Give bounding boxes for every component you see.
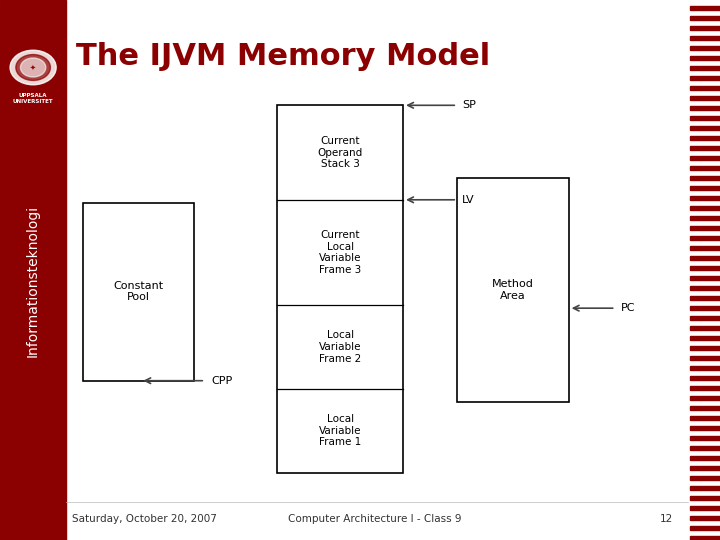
Text: CPP: CPP xyxy=(211,376,233,386)
Circle shape xyxy=(16,55,50,80)
Bar xyxy=(690,116,720,120)
Bar xyxy=(690,316,720,320)
Bar xyxy=(690,476,720,480)
Bar xyxy=(690,176,720,180)
Bar xyxy=(690,276,720,280)
Bar xyxy=(690,525,720,530)
Bar xyxy=(690,46,720,50)
Bar xyxy=(690,146,720,150)
Bar xyxy=(277,105,403,472)
Bar xyxy=(690,126,720,130)
Bar xyxy=(690,436,720,440)
Bar xyxy=(690,366,720,370)
Bar xyxy=(690,536,720,540)
Text: Computer Architecture I - Class 9: Computer Architecture I - Class 9 xyxy=(288,515,461,524)
Bar xyxy=(690,386,720,390)
Text: Current
Operand
Stack 3: Current Operand Stack 3 xyxy=(318,136,363,169)
Bar xyxy=(690,426,720,430)
Bar xyxy=(690,505,720,510)
Bar xyxy=(690,406,720,410)
Bar xyxy=(690,286,720,290)
Bar xyxy=(690,255,720,260)
Bar xyxy=(690,356,720,360)
Text: Local
Variable
Frame 1: Local Variable Frame 1 xyxy=(319,414,361,447)
Bar xyxy=(83,202,194,381)
Bar xyxy=(690,76,720,80)
Bar xyxy=(690,136,720,140)
Bar xyxy=(690,195,720,200)
Bar xyxy=(690,96,720,100)
Text: LV: LV xyxy=(462,195,475,205)
Bar xyxy=(690,215,720,220)
Bar xyxy=(0,0,66,540)
Bar xyxy=(690,296,720,300)
Bar xyxy=(690,485,720,490)
Text: 12: 12 xyxy=(660,515,673,524)
Bar xyxy=(690,226,720,230)
Bar xyxy=(690,235,720,240)
Text: The IJVM Memory Model: The IJVM Memory Model xyxy=(76,42,490,71)
Bar xyxy=(690,346,720,350)
Bar xyxy=(690,6,720,10)
Bar xyxy=(690,266,720,270)
Text: Local
Variable
Frame 2: Local Variable Frame 2 xyxy=(319,330,361,363)
Bar xyxy=(690,465,720,470)
Text: SP: SP xyxy=(462,100,476,110)
Circle shape xyxy=(20,58,46,77)
Bar xyxy=(690,336,720,340)
Text: Constant
Pool: Constant Pool xyxy=(114,281,163,302)
Text: Saturday, October 20, 2007: Saturday, October 20, 2007 xyxy=(72,515,217,524)
Bar xyxy=(690,166,720,170)
Bar xyxy=(690,516,720,520)
Bar xyxy=(690,396,720,400)
Text: Informationsteknologi: Informationsteknologi xyxy=(26,205,40,357)
Bar xyxy=(690,86,720,90)
Bar xyxy=(690,206,720,210)
Bar xyxy=(690,496,720,500)
Bar xyxy=(690,246,720,250)
Bar xyxy=(690,326,720,330)
Bar xyxy=(690,26,720,30)
Text: UPPSALA
UNIVERSITET: UPPSALA UNIVERSITET xyxy=(13,93,53,104)
Bar xyxy=(690,36,720,40)
Bar xyxy=(690,156,720,160)
Bar xyxy=(690,106,720,110)
Text: ✦: ✦ xyxy=(30,64,36,71)
Circle shape xyxy=(10,50,56,85)
Text: Current
Local
Variable
Frame 3: Current Local Variable Frame 3 xyxy=(319,230,361,275)
Text: Method
Area: Method Area xyxy=(492,280,534,301)
Bar xyxy=(690,376,720,380)
Bar xyxy=(690,306,720,310)
Bar xyxy=(690,16,720,20)
Bar xyxy=(690,186,720,190)
Bar xyxy=(690,446,720,450)
Bar xyxy=(457,178,569,402)
Bar xyxy=(690,66,720,70)
Bar xyxy=(690,56,720,60)
Text: PC: PC xyxy=(621,303,635,313)
Bar xyxy=(690,416,720,420)
Bar xyxy=(690,456,720,460)
